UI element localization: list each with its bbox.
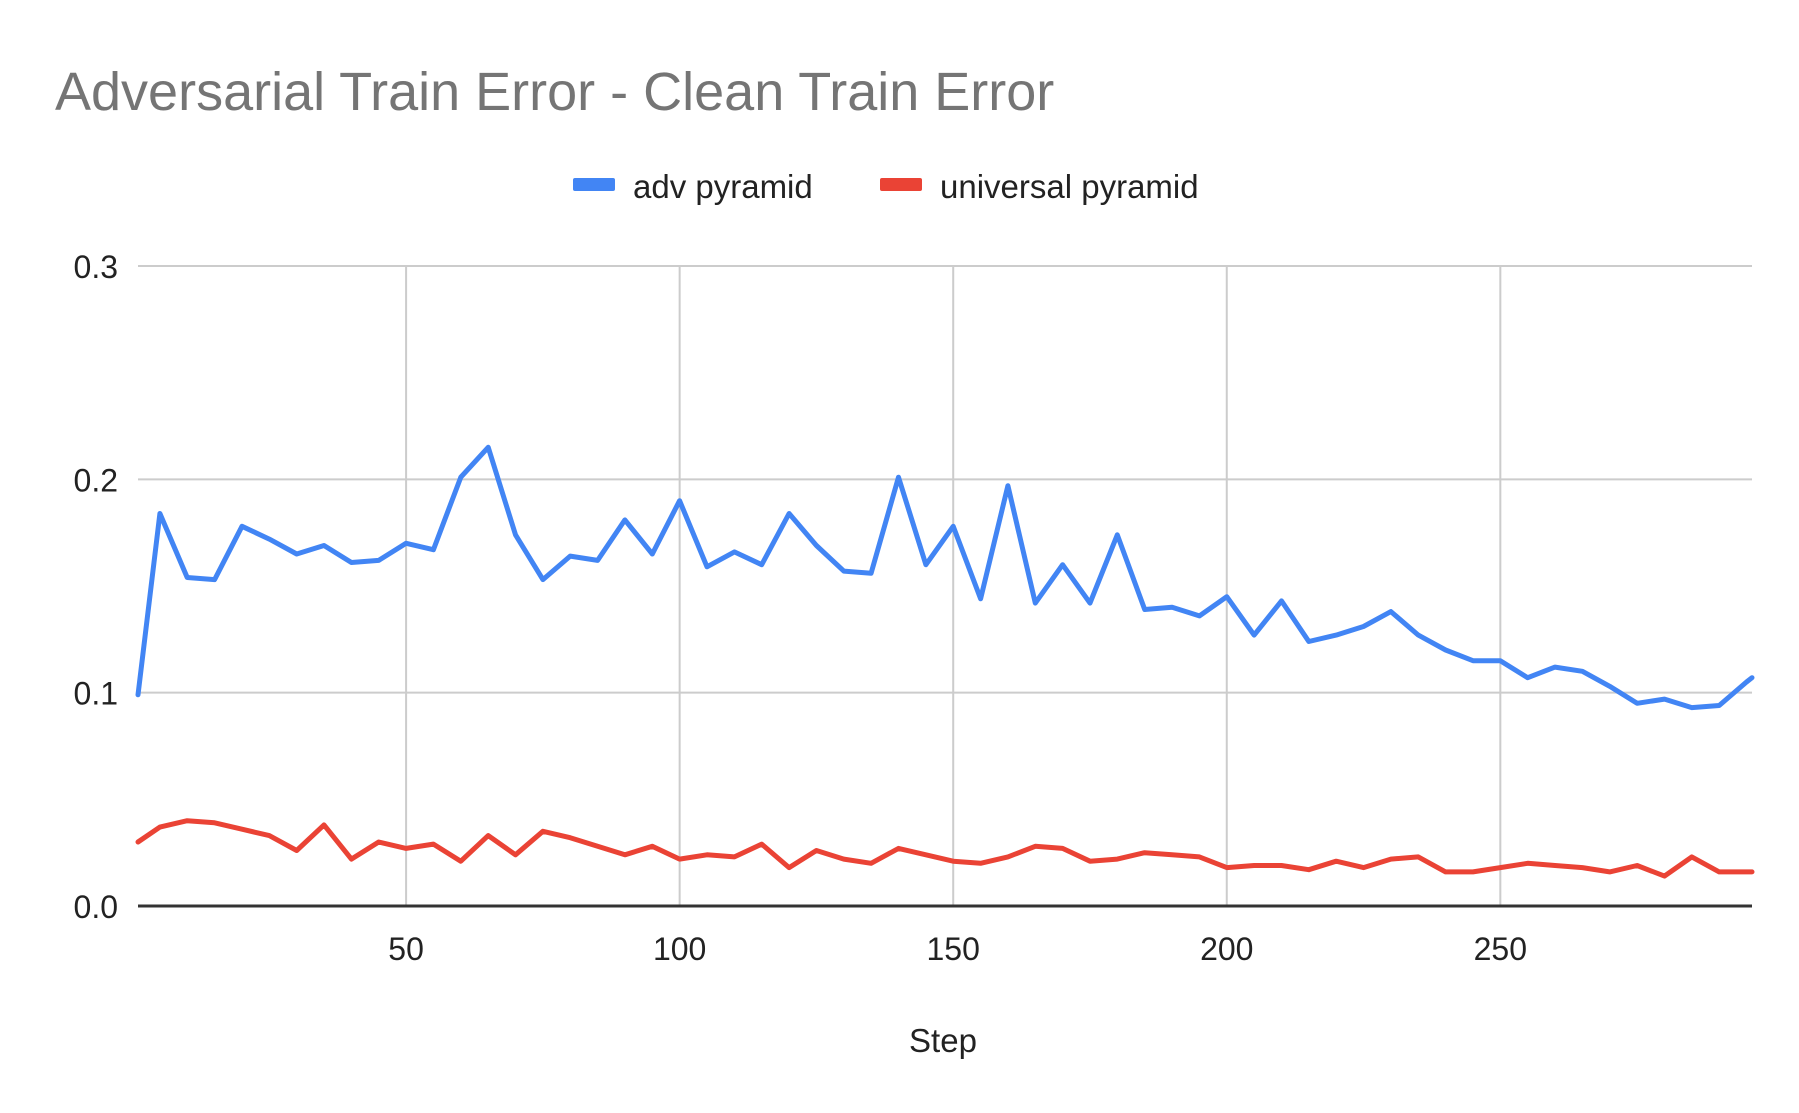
x-tick-label: 50 [388, 931, 424, 967]
x-tick-label: 100 [653, 931, 706, 967]
x-tick-label: 250 [1474, 931, 1527, 967]
legend-label-adv-pyramid: adv pyramid [633, 168, 813, 205]
legend: adv pyramid universal pyramid [573, 168, 1199, 205]
axis-ticks: 0.0 0.1 0.2 0.3 50 100 150 200 250 [74, 249, 1528, 967]
series-line-adv-pyramid [135, 444, 1755, 711]
x-axis-label: Step [909, 1022, 977, 1059]
y-tick-label: 0.3 [74, 249, 118, 285]
x-tick-label: 150 [927, 931, 980, 967]
legend-item-adv-pyramid: adv pyramid [573, 168, 813, 205]
x-tick-label: 200 [1200, 931, 1253, 967]
y-tick-label: 0.1 [74, 676, 118, 712]
legend-label-universal-pyramid: universal pyramid [940, 168, 1199, 205]
chart-title: Adversarial Train Error - Clean Train Er… [55, 62, 1054, 122]
legend-swatch-universal-pyramid [880, 178, 922, 191]
series-lines [135, 444, 1755, 879]
series-line-universal-pyramid [135, 818, 1755, 879]
y-tick-label: 0.2 [74, 462, 118, 498]
y-tick-label: 0.0 [74, 889, 118, 925]
grid [138, 265, 1752, 906]
legend-item-universal-pyramid: universal pyramid [880, 168, 1199, 205]
legend-swatch-adv-pyramid [573, 178, 615, 191]
